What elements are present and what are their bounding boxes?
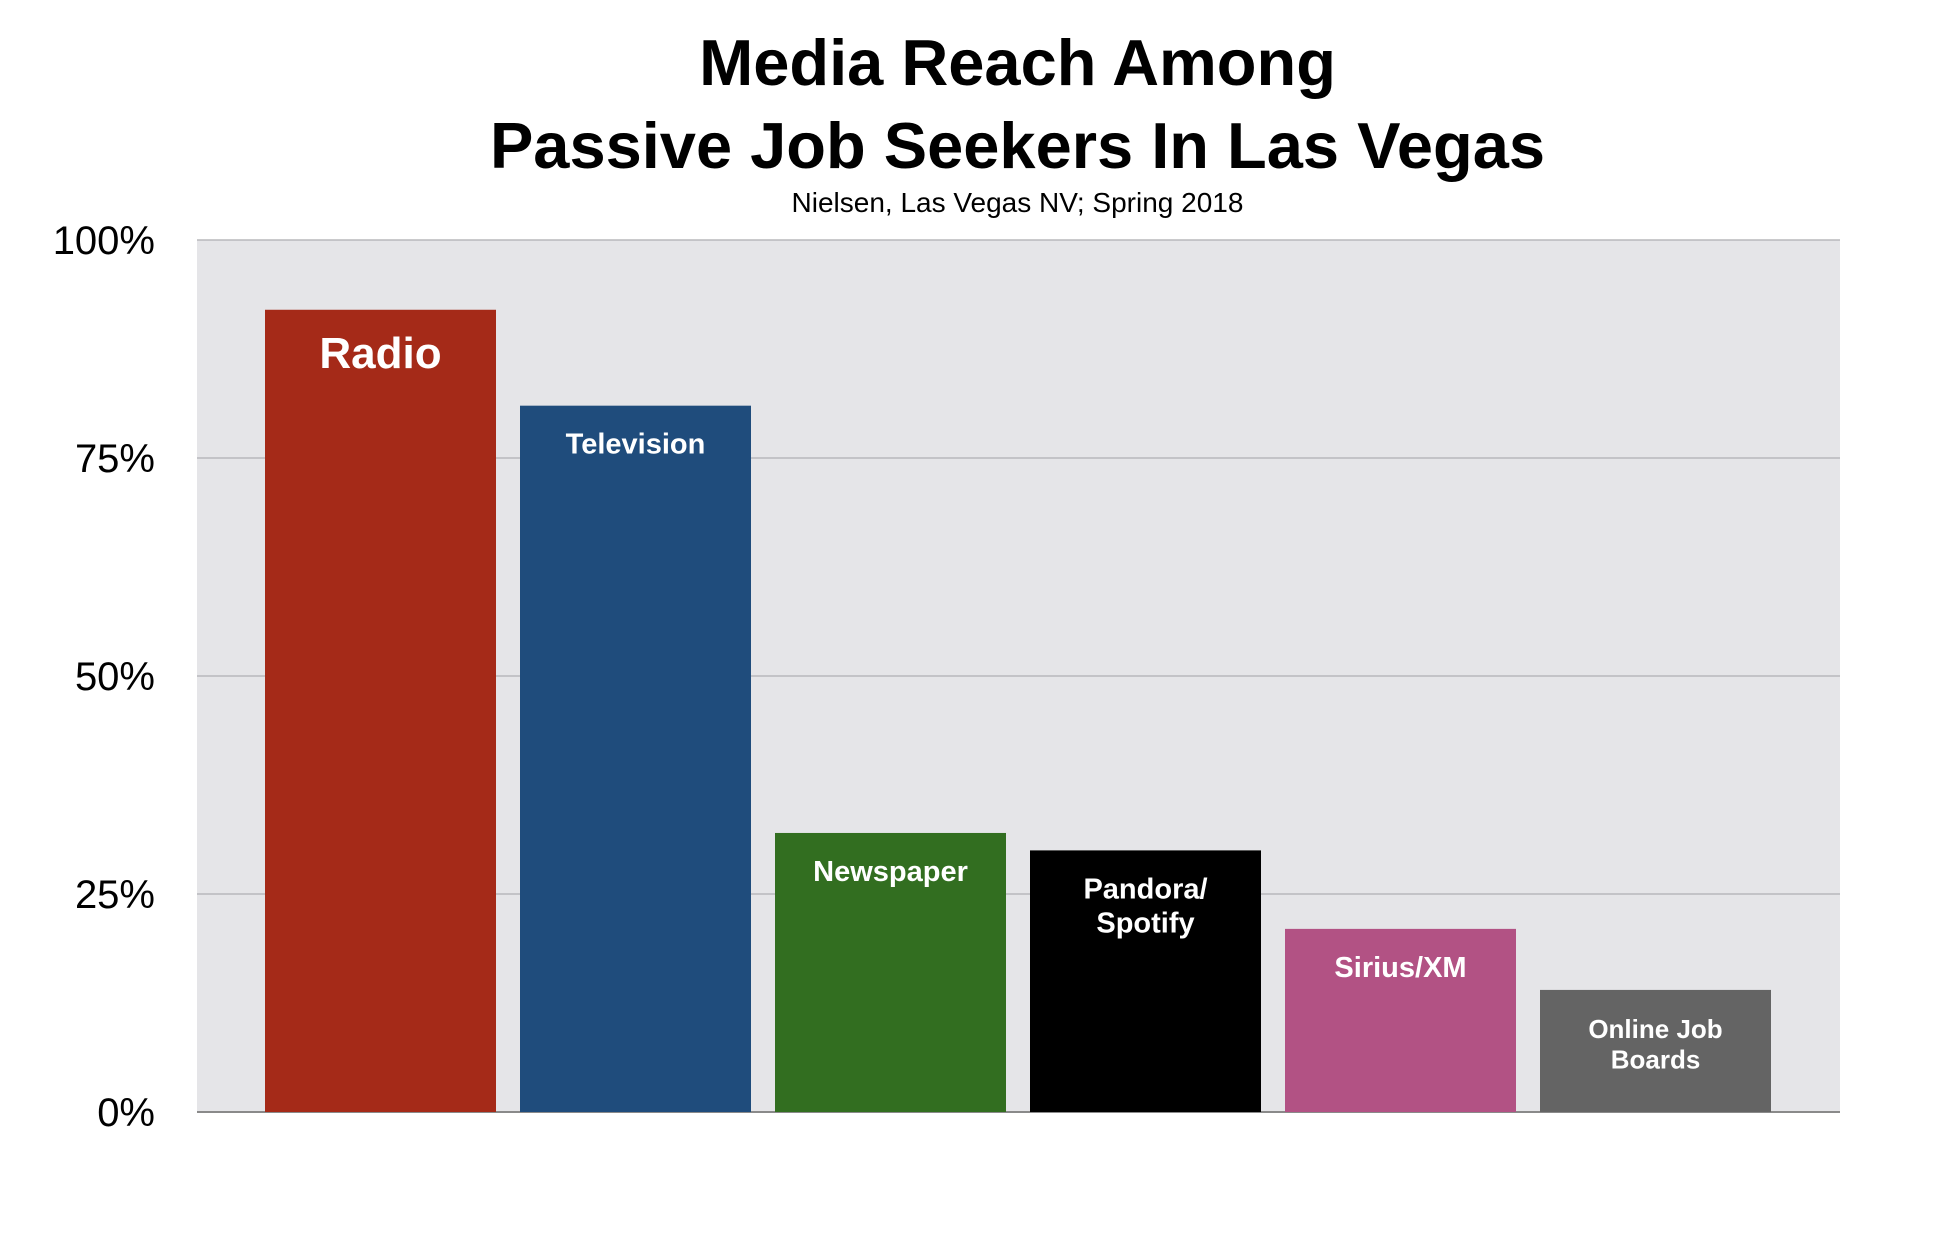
y-tick-label: 25% [75,873,155,917]
bar [265,309,496,1112]
y-tick-label: 75% [75,437,155,481]
bar [1540,989,1771,1112]
chart-subtitle: Nielsen, Las Vegas NV; Spring 2018 [791,187,1244,218]
bar-label: Pandora/Spotify [1083,873,1207,939]
chart-title-line-2: Passive Job Seekers In Las Vegas [489,109,1546,182]
bar-label: Online Job Boards [1588,1014,1722,1075]
bar-label: Sirius/XM [1334,952,1466,984]
y-tick-label: 50% [75,655,155,699]
bar [1030,850,1261,1112]
y-tick-label: 100% [53,219,155,263]
bar-label: Television [566,429,706,461]
bar-label: Radio [319,329,441,378]
chart-title-line-1: Media Reach Among [699,26,1336,99]
bar-label: Newspaper [813,856,968,888]
y-tick-label: 0% [97,1091,155,1135]
bar [520,405,751,1112]
bar [775,832,1006,1112]
bar [1285,928,1516,1112]
